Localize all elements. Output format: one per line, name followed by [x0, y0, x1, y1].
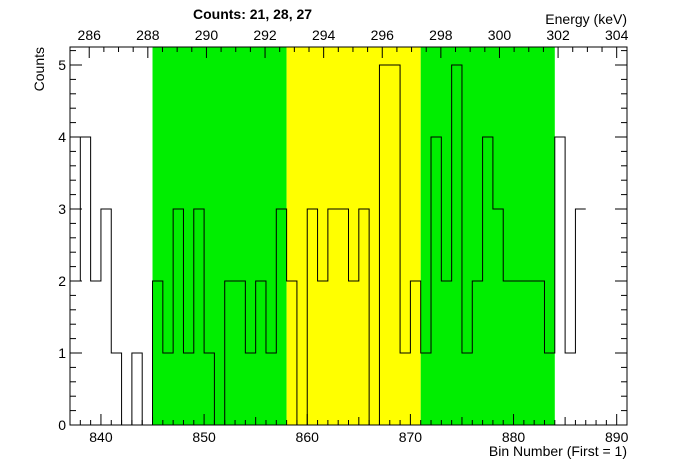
top-tick-label: 292: [253, 27, 277, 43]
x-tick-label: 880: [502, 429, 526, 445]
top-tick-label: 294: [312, 27, 336, 43]
x-axis-label: Bin Number (First = 1): [489, 443, 627, 459]
y-tick-label: 0: [58, 417, 66, 433]
top-tick-label: 290: [195, 27, 219, 43]
top-tick-label: 298: [429, 27, 453, 43]
plot-frame: [69, 46, 628, 426]
top-tick-label: 288: [136, 27, 160, 43]
region-shading: [152, 47, 555, 425]
top-axis-label: Energy (keV): [545, 11, 627, 27]
x-tick-label: 860: [296, 429, 320, 445]
y-tick-label: 2: [58, 273, 66, 289]
region-peak: [286, 47, 421, 425]
x-tick-label: 890: [605, 429, 629, 445]
x-tick-label: 840: [89, 429, 113, 445]
x-tick-label: 870: [399, 429, 423, 445]
y-tick-label: 3: [58, 201, 66, 217]
histogram-line: [70, 64, 586, 426]
y-tick-label: 5: [58, 57, 66, 73]
region-right-background: [420, 47, 555, 425]
top-tick-label: 296: [371, 27, 395, 43]
counts-summary: Counts: 21, 28, 27: [193, 6, 312, 22]
x-tick-label: 850: [192, 429, 216, 445]
y-tick-label: 4: [58, 129, 66, 145]
top-tick-label: 286: [78, 27, 102, 43]
region-left-background: [152, 47, 287, 425]
top-tick-label: 304: [605, 27, 629, 43]
y-tick-label: 1: [58, 345, 66, 361]
y-axis-label: Counts: [31, 47, 47, 91]
top-tick-label: 302: [546, 27, 570, 43]
tick-labels: 840 850 860 870 880 890 0 1 2 3 4 5 286 288 290 292 294 2…: [58, 27, 628, 445]
top-tick-label: 300: [488, 27, 512, 43]
